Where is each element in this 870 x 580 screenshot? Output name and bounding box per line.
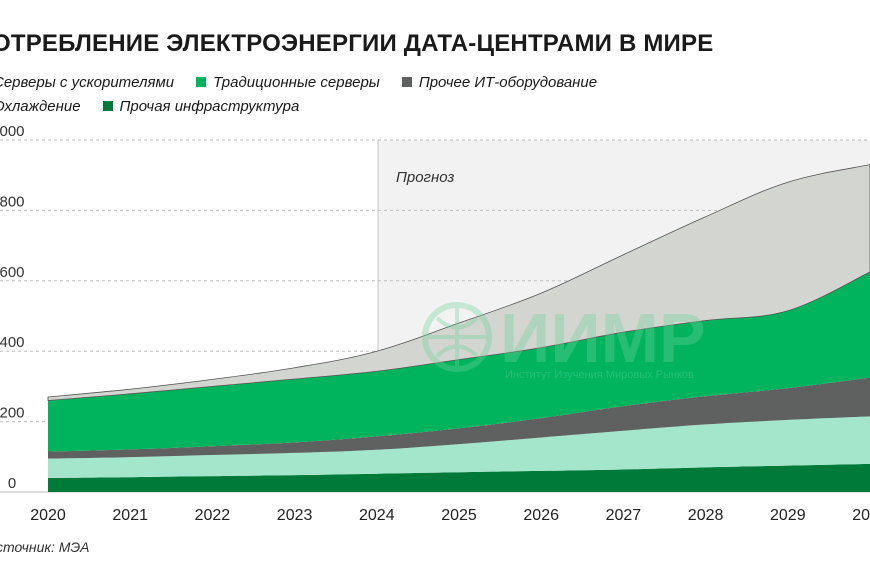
y-tick-label: 0 <box>8 475 16 492</box>
legend-item-other-infra: Прочая инфраструктура <box>102 97 300 115</box>
legend-swatch-other-it <box>401 77 412 87</box>
x-tick-label: 2022 <box>195 507 231 524</box>
area-series-4 <box>47 164 870 401</box>
x-tick-label: 2023 <box>277 507 313 524</box>
x-tick-label: 2028 <box>688 507 724 524</box>
legend-swatch-traditional-servers <box>196 77 207 87</box>
legend-item-accelerated-servers: Серверы с ускорителями <box>0 74 174 91</box>
source-note: сточник: МЭА <box>0 539 90 555</box>
watermark-globe-lines <box>428 308 486 366</box>
legend: Серверы с ускорителями Традиционные серв… <box>0 70 619 118</box>
x-tick-label: 2029 <box>770 507 806 524</box>
forecast-label: Прогноз <box>396 169 454 186</box>
watermark-globe-icon <box>422 302 492 372</box>
watermark-name: ИИМР <box>500 299 706 377</box>
legend-item-cooling: Охлаждение <box>0 98 81 115</box>
x-tick-label: 2026 <box>523 507 559 524</box>
legend-item-other-it: Прочее ИТ-оборудование <box>401 73 598 91</box>
legend-label-accelerated-servers: Серверы с ускорителями <box>0 73 175 91</box>
legend-label-traditional-servers: Традиционные серверы <box>213 73 380 91</box>
x-tick-label: 2020 <box>30 507 66 524</box>
y-tick-label: 600 <box>0 264 25 281</box>
area-series-1 <box>48 416 870 478</box>
x-tick-label: 2030 <box>852 507 870 524</box>
area-series-2 <box>48 377 870 459</box>
y-tick-label: 800 <box>0 193 25 210</box>
legend-row-2: Охлаждение Прочая инфраструктура <box>0 94 619 118</box>
legend-label-other-it: Прочее ИТ-оборудование <box>418 73 598 91</box>
y-tick-label: 200 <box>0 405 25 422</box>
legend-label-other-infra: Прочая инфраструктура <box>119 97 300 115</box>
legend-row-1: Серверы с ускорителями Традиционные серв… <box>0 70 619 94</box>
legend-item-traditional-servers: Традиционные серверы <box>196 74 380 91</box>
x-tick-label: 2025 <box>441 507 477 524</box>
watermark-subtitle: Институт Изучения Мировых Рынков <box>505 369 694 381</box>
area-series-3 <box>48 272 870 452</box>
y-tick-label: 000 <box>0 123 25 140</box>
y-tick-label: 400 <box>0 334 25 351</box>
legend-label-cooling: Охлаждение <box>0 97 81 115</box>
x-tick-label: 2024 <box>359 507 395 524</box>
chart-title: ОТРЕБЛЕНИЕ ЭЛЕКТРОЭНЕРГИИ ДАТА-ЦЕНТРАМИ … <box>0 30 714 57</box>
x-tick-label: 2021 <box>112 507 148 524</box>
area-series-0 <box>48 463 870 492</box>
x-tick-label: 2027 <box>606 507 642 524</box>
legend-swatch-other-infra <box>102 101 113 111</box>
